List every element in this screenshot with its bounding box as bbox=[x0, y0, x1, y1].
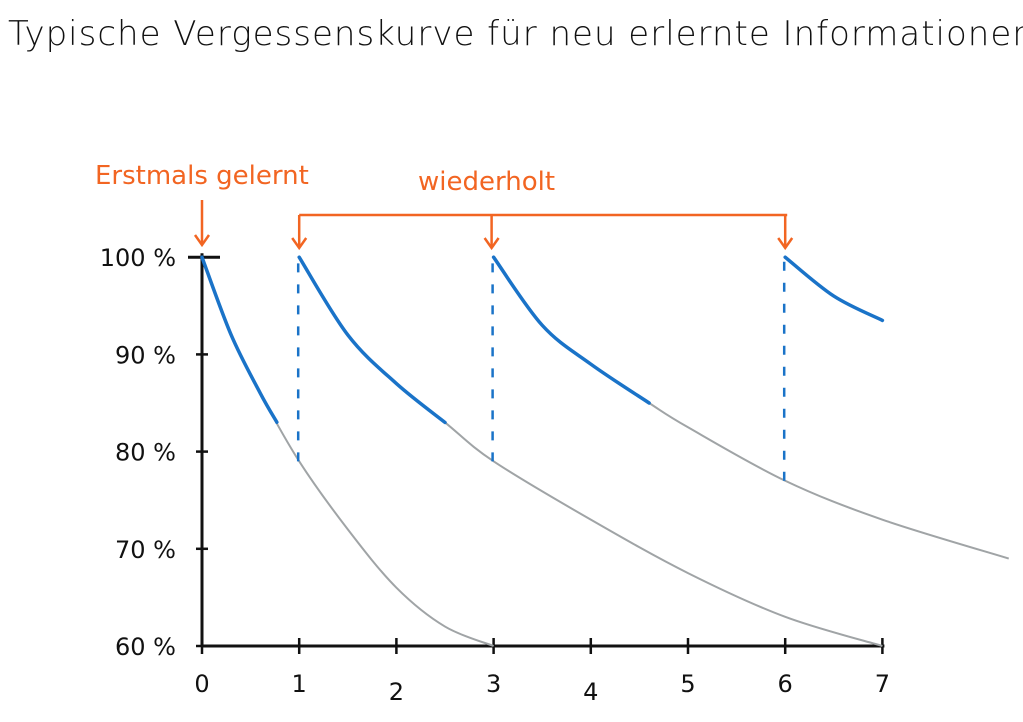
repeated-label: wiederholt bbox=[418, 167, 555, 197]
x-tick-label: 3 bbox=[486, 670, 501, 698]
retained-segment-curve-1 bbox=[200, 255, 279, 424]
repeated-arrow-head bbox=[291, 237, 308, 251]
repeated-arrow-head bbox=[483, 237, 500, 251]
chart-title: Typische Vergessenskurve für neu erlernt… bbox=[8, 14, 1023, 54]
x-tick-label: 6 bbox=[778, 670, 793, 698]
y-tick-label: 60 % bbox=[115, 633, 176, 661]
x-tick-label: 1 bbox=[292, 670, 307, 698]
x-tick-label: 4 bbox=[583, 678, 598, 706]
first-learned-arrow-head bbox=[193, 234, 211, 248]
forgetting-curve-curve-1 bbox=[201, 256, 494, 647]
x-tick-label: 7 bbox=[875, 670, 890, 698]
x-tick-label: 2 bbox=[389, 678, 404, 706]
retained-segment-curve-4 bbox=[783, 255, 885, 323]
first-learned-label: Erstmals gelernt bbox=[95, 161, 309, 191]
y-tick-label: 90 % bbox=[115, 341, 176, 369]
y-tick-label: 100 % bbox=[100, 244, 176, 272]
x-tick-label: 5 bbox=[680, 670, 695, 698]
repeated-arrow-head bbox=[777, 237, 794, 251]
forgetting-curve-curve-2 bbox=[298, 256, 883, 647]
forgetting-curve-curve-4 bbox=[784, 256, 883, 322]
retained-segment-curve-3 bbox=[491, 255, 651, 405]
y-tick-label: 80 % bbox=[115, 439, 176, 467]
x-tick-label: 0 bbox=[194, 670, 209, 698]
retained-segment-curve-2 bbox=[297, 255, 447, 425]
y-tick-label: 70 % bbox=[115, 536, 176, 564]
forgetting-curve-curve-3 bbox=[492, 256, 1010, 560]
